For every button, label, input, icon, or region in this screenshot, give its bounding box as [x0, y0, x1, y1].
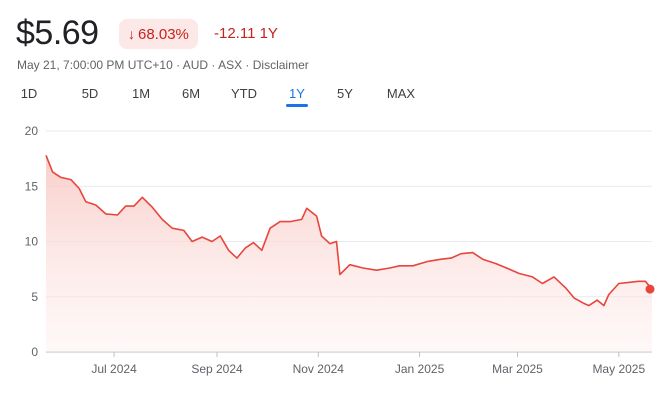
y-tick-label: 10	[25, 235, 39, 249]
change-percent: 68.03%	[138, 25, 189, 43]
x-tick-label: Mar 2025	[492, 362, 543, 376]
change-absolute: -12.11 1Y	[214, 25, 278, 42]
x-axis-ticks: Jul 2024 Sep 2024 Nov 2024 Jan 2025 Mar 2025…	[91, 352, 645, 376]
tab-5d[interactable]: 5D	[81, 86, 99, 101]
last-price-dot	[645, 284, 655, 294]
x-tick-label: Nov 2024	[293, 362, 345, 376]
x-tick-label: Jul 2024	[91, 362, 137, 376]
price-line	[45, 155, 653, 307]
stock-price: $5.69	[16, 14, 99, 52]
arrow-down-icon: ↓	[128, 26, 135, 42]
x-tick-label: Sep 2024	[191, 362, 243, 376]
tab-ytd[interactable]: YTD	[231, 86, 257, 101]
x-tick-label: Jan 2025	[395, 362, 445, 376]
tab-1d[interactable]: 1D	[20, 86, 38, 101]
tab-1y[interactable]: 1Y	[286, 86, 308, 107]
y-axis-ticks: 0 5 10 15 20	[25, 124, 39, 359]
quote-meta: May 21, 7:00:00 PM UTC+10 · AUD · ASX · …	[17, 58, 309, 72]
y-tick-label: 0	[31, 345, 38, 359]
tab-max[interactable]: MAX	[386, 86, 416, 101]
y-tick-label: 20	[25, 124, 39, 138]
y-tick-label: 15	[25, 179, 39, 193]
change-percent-badge: ↓ 68.03%	[119, 19, 198, 49]
tab-5y[interactable]: 5Y	[337, 86, 353, 101]
tab-6m[interactable]: 6M	[181, 86, 201, 101]
price-area	[46, 155, 652, 352]
tab-1m[interactable]: 1M	[131, 86, 151, 101]
range-tabs: 1D 5D 1M 6M YTD 1Y 5Y MAX	[18, 86, 418, 107]
y-tick-label: 5	[31, 290, 38, 304]
x-tick-label: May 2025	[592, 362, 645, 376]
